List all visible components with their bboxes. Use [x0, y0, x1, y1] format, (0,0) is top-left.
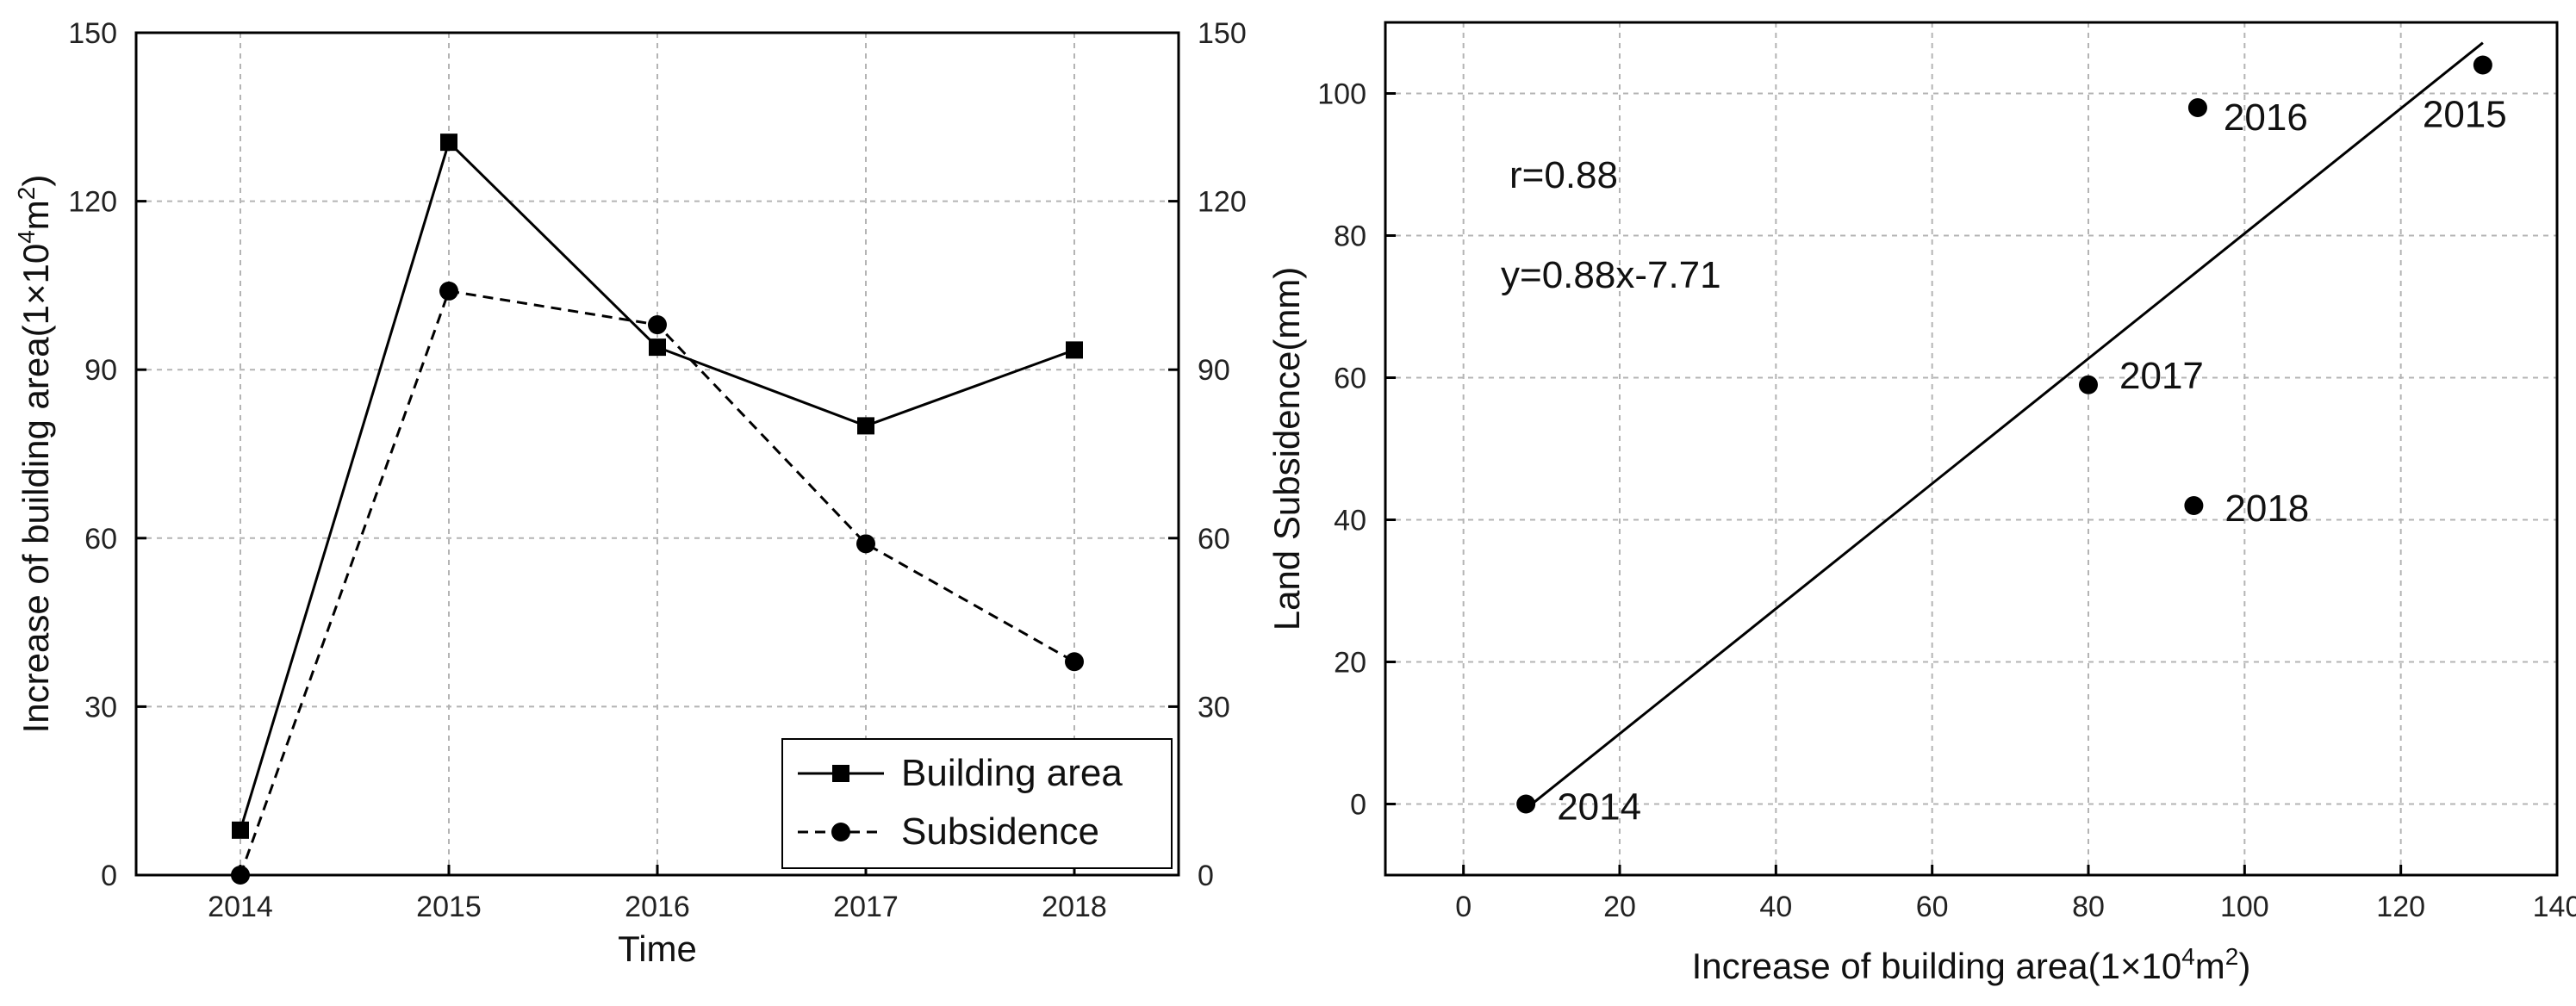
- data-point: [440, 134, 457, 152]
- regression-equation-annotation: y=0.88x-7.71: [1501, 254, 1721, 296]
- data-point: [648, 315, 667, 335]
- data-point: [1065, 652, 1084, 672]
- y2-tick-label: 90: [1198, 354, 1230, 387]
- scatter-point: [2473, 55, 2492, 75]
- y-tick-label: 120: [68, 186, 117, 219]
- y-tick-label: 60: [84, 523, 117, 556]
- x-tick-label: 2016: [625, 891, 690, 923]
- legend: Building area Subsidence: [781, 738, 1173, 869]
- x-tick-label: 100: [2220, 891, 2269, 923]
- scatter-point: [1516, 794, 1536, 814]
- left-ticks: 2014 2015 2016 2017 2018 0 30 60 90 120 150 0 30 60 90…: [68, 17, 1246, 923]
- legend-marker: [831, 823, 850, 841]
- data-point: [649, 338, 666, 357]
- point-label: 2015: [2423, 94, 2507, 136]
- y-tick-label: 100: [1317, 78, 1366, 111]
- scatter-point: [2184, 496, 2204, 515]
- y-tick-label: 20: [1334, 647, 1366, 680]
- legend-marker: [832, 765, 849, 782]
- data-point: [439, 281, 458, 301]
- x-tick-label: 2018: [1042, 891, 1107, 923]
- x-tick-label: 80: [2072, 891, 2105, 923]
- point-label: 2014: [1557, 786, 1641, 829]
- y-tick-label: 60: [1334, 363, 1366, 395]
- y2-tick-label: 120: [1198, 186, 1247, 219]
- y-tick-label: 40: [1334, 505, 1366, 537]
- right-x-axis-title: Increase of building area(1×104m2): [1692, 943, 2251, 986]
- x-tick-label: 2017: [833, 891, 899, 923]
- x-tick-label: 2015: [416, 891, 482, 923]
- point-label: 2016: [2224, 96, 2308, 139]
- y-tick-label: 80: [1334, 220, 1366, 253]
- data-point: [1066, 341, 1083, 359]
- right-grid: [1385, 22, 2557, 875]
- left-y-axis-title: Increase of building area(1×104m2): [13, 175, 56, 734]
- data-point: [856, 534, 875, 554]
- right-ticks: 0 20 40 60 80 100 120 140 0 20 40 60 80 100: [1317, 78, 2576, 924]
- point-label: 2018: [2224, 487, 2309, 530]
- data-point: [231, 866, 250, 885]
- x-tick-label: 60: [1916, 891, 1949, 923]
- data-point: [857, 417, 874, 435]
- y2-tick-label: 30: [1198, 691, 1230, 723]
- x-tick-label: 20: [1603, 891, 1636, 923]
- y2-tick-label: 150: [1198, 17, 1247, 50]
- y-tick-label: 0: [1350, 789, 1366, 822]
- y-tick-label: 30: [84, 691, 117, 723]
- left-grid: [136, 33, 1179, 875]
- right-plot-frame: [1384, 21, 2559, 877]
- correlation-annotation: r=0.88: [1509, 154, 1618, 196]
- legend-box: [781, 738, 1173, 869]
- x-tick-label: 140: [2533, 891, 2576, 923]
- x-tick-label: 0: [1455, 891, 1472, 923]
- line-chart: 2014 2015 2016 2017 2018 0 30 60 90 120 150 0 30 60 90…: [13, 17, 1247, 969]
- x-tick-label: 2014: [208, 891, 273, 923]
- x-tick-label: 120: [2376, 891, 2425, 923]
- y-tick-label: 90: [84, 354, 117, 387]
- legend-label: Subsidence: [901, 810, 1099, 853]
- scatter-points: 2014 2015 2016 2017 2018: [1516, 41, 2507, 829]
- data-point: [232, 821, 249, 839]
- legend-label: Building area: [901, 752, 1123, 794]
- x-tick-label: 40: [1759, 891, 1792, 923]
- regression-line: [1525, 41, 2484, 810]
- right-y-axis-title: Land Subsidence(mm): [1266, 267, 1307, 631]
- y-tick-label: 0: [101, 860, 117, 892]
- scatter-point: [2187, 98, 2207, 117]
- scatter-point: [2079, 375, 2098, 394]
- point-label: 2017: [2119, 355, 2204, 397]
- y2-tick-label: 60: [1198, 523, 1230, 556]
- left-x-axis-title: Time: [618, 928, 697, 969]
- left-series: [231, 134, 1084, 885]
- y-tick-label: 150: [68, 17, 117, 50]
- y2-tick-label: 0: [1198, 860, 1214, 892]
